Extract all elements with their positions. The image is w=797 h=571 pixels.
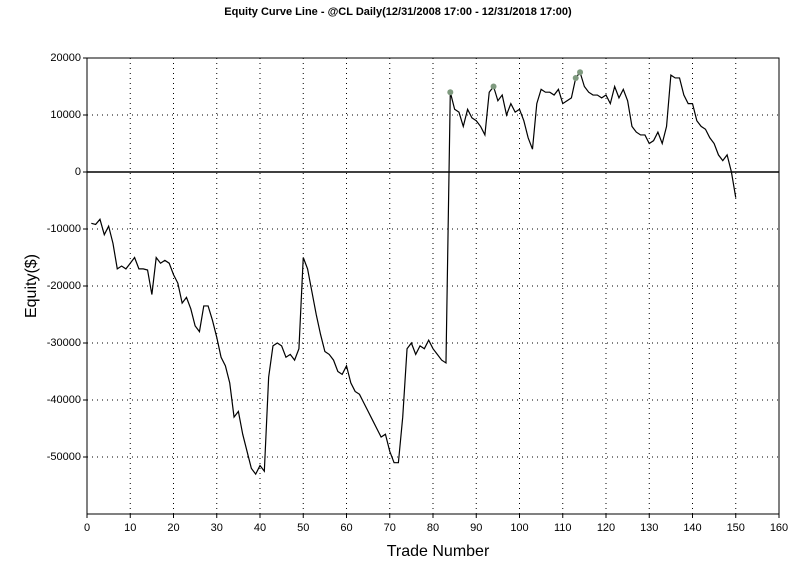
x-tick-label: 20: [167, 522, 179, 534]
x-tick-label: 50: [297, 522, 309, 534]
x-tick-label: 0: [84, 522, 90, 534]
x-tick-label: 110: [554, 522, 572, 534]
y-tick-label: 20000: [50, 52, 81, 64]
x-tick-label: 40: [254, 522, 266, 534]
x-tick-label: 10: [124, 522, 136, 534]
new-high-marker: [577, 69, 584, 76]
x-tick-label: 70: [384, 522, 396, 534]
x-tick-label: 30: [211, 522, 223, 534]
y-tick-label: -10000: [47, 223, 81, 235]
new-high-marker: [447, 89, 454, 96]
x-tick-label: 140: [683, 522, 701, 534]
x-axis-label: Trade Number: [387, 543, 490, 560]
new-high-marker: [572, 74, 579, 81]
new-high-marker: [490, 83, 497, 90]
x-tick-label: 100: [510, 522, 528, 534]
x-tick-label: 80: [427, 522, 439, 534]
x-tick-label: 130: [640, 522, 658, 534]
x-tick-label: 150: [727, 522, 745, 534]
x-tick-label: 60: [340, 522, 352, 534]
equity-line: [91, 70, 737, 476]
x-tick-label: 120: [597, 522, 615, 534]
chart-title: Equity Curve Line - @CL Daily(12/31/2008…: [224, 6, 572, 18]
y-axis-label: Equity($): [23, 254, 40, 318]
y-tick-label: -40000: [47, 394, 81, 406]
y-tick-label: 0: [75, 166, 81, 178]
x-tick-label: 90: [470, 522, 482, 534]
y-tick-label: 10000: [50, 109, 81, 121]
y-tick-label: -20000: [47, 280, 81, 292]
y-tick-label: -30000: [47, 337, 81, 349]
y-tick-label: -50000: [47, 451, 81, 463]
x-tick-label: 160: [770, 522, 788, 534]
